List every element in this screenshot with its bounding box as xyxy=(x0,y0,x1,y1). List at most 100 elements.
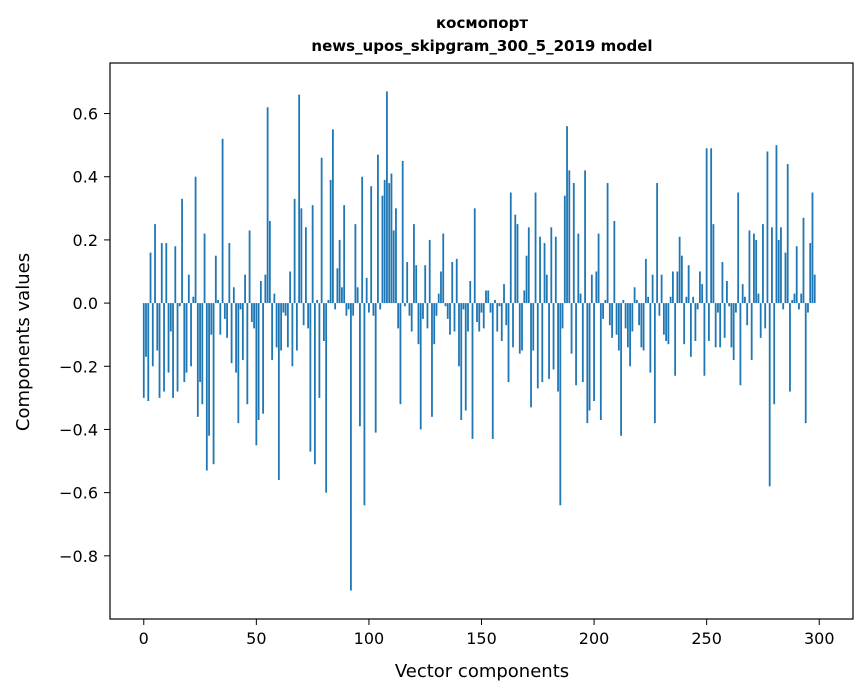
bar xyxy=(620,303,622,436)
bar xyxy=(428,239,431,304)
bar xyxy=(289,271,292,304)
bar xyxy=(793,293,796,304)
bar xyxy=(629,303,631,367)
bar xyxy=(516,224,519,304)
bar xyxy=(282,303,285,313)
bar xyxy=(151,303,154,367)
bar xyxy=(383,179,386,304)
bar xyxy=(665,303,668,341)
bar xyxy=(365,277,368,304)
plot-frame xyxy=(109,62,854,620)
bar xyxy=(800,293,803,304)
bar xyxy=(142,303,145,398)
bar xyxy=(322,303,325,341)
bar xyxy=(291,303,294,367)
bar xyxy=(237,303,240,424)
bar xyxy=(345,303,348,316)
bar xyxy=(338,239,341,304)
bar xyxy=(572,183,575,304)
bar xyxy=(446,303,449,319)
bar xyxy=(253,303,255,329)
bar xyxy=(557,303,559,392)
bar xyxy=(509,192,512,304)
bar xyxy=(518,303,521,354)
bar xyxy=(683,303,686,345)
bar xyxy=(413,224,415,304)
bar xyxy=(401,160,404,304)
bar xyxy=(543,243,546,304)
bar xyxy=(185,303,188,373)
bar xyxy=(757,293,760,304)
bar xyxy=(487,290,490,304)
bar xyxy=(431,303,433,417)
bar xyxy=(485,290,487,304)
bar xyxy=(640,303,643,348)
bar xyxy=(154,224,156,304)
bar xyxy=(395,208,397,304)
x-tick-label: 50 xyxy=(246,629,266,648)
bar xyxy=(476,303,478,323)
bar xyxy=(575,303,577,386)
bar xyxy=(176,303,179,392)
bar xyxy=(696,303,699,310)
bar xyxy=(678,236,681,304)
bar xyxy=(813,274,816,304)
bar xyxy=(782,303,785,310)
bar xyxy=(802,217,805,304)
bar xyxy=(232,287,235,304)
bar xyxy=(230,303,233,364)
bar xyxy=(599,303,602,420)
bar xyxy=(316,299,319,304)
bar xyxy=(726,280,728,304)
bar xyxy=(705,148,708,304)
bar xyxy=(300,208,303,304)
y-tick-label: 0.4 xyxy=(73,168,98,187)
bar xyxy=(329,179,332,304)
bar xyxy=(491,303,494,439)
bar xyxy=(451,262,454,304)
bar xyxy=(354,224,357,304)
bar xyxy=(275,303,278,348)
bar xyxy=(147,303,150,402)
bar xyxy=(205,303,208,471)
bar xyxy=(633,287,636,304)
bar xyxy=(280,303,283,351)
bar xyxy=(748,230,751,304)
bar xyxy=(377,154,379,304)
bar xyxy=(419,303,422,430)
bar xyxy=(149,252,152,304)
bar xyxy=(379,303,382,310)
bar xyxy=(404,303,406,307)
bar xyxy=(217,299,219,304)
bar xyxy=(246,303,249,405)
bar xyxy=(190,303,192,367)
bar xyxy=(570,303,573,354)
bar xyxy=(644,258,647,304)
bar xyxy=(581,303,584,383)
bar xyxy=(512,303,514,348)
bar xyxy=(453,303,456,332)
bar xyxy=(656,183,659,304)
bar xyxy=(203,233,206,304)
y-axis-ticks: −0.8 −0.6 −0.4 −0.2 0.0 0.2 0.4 0.6 xyxy=(59,105,110,566)
bar xyxy=(507,303,510,383)
bar xyxy=(336,268,339,304)
bar xyxy=(588,303,591,411)
bar xyxy=(617,303,620,351)
bar xyxy=(250,303,253,323)
x-axis-label: Vector components xyxy=(395,661,569,682)
bar xyxy=(480,303,483,313)
bar xyxy=(741,284,744,304)
bar xyxy=(653,303,656,424)
bar xyxy=(604,299,607,304)
bar xyxy=(160,243,163,304)
bar xyxy=(631,303,634,332)
bar xyxy=(638,303,641,326)
bar xyxy=(304,227,307,304)
bar xyxy=(687,265,690,304)
bar xyxy=(325,303,328,493)
bar xyxy=(586,303,589,424)
bar xyxy=(671,271,674,304)
bar xyxy=(624,303,627,329)
bar xyxy=(208,303,210,436)
